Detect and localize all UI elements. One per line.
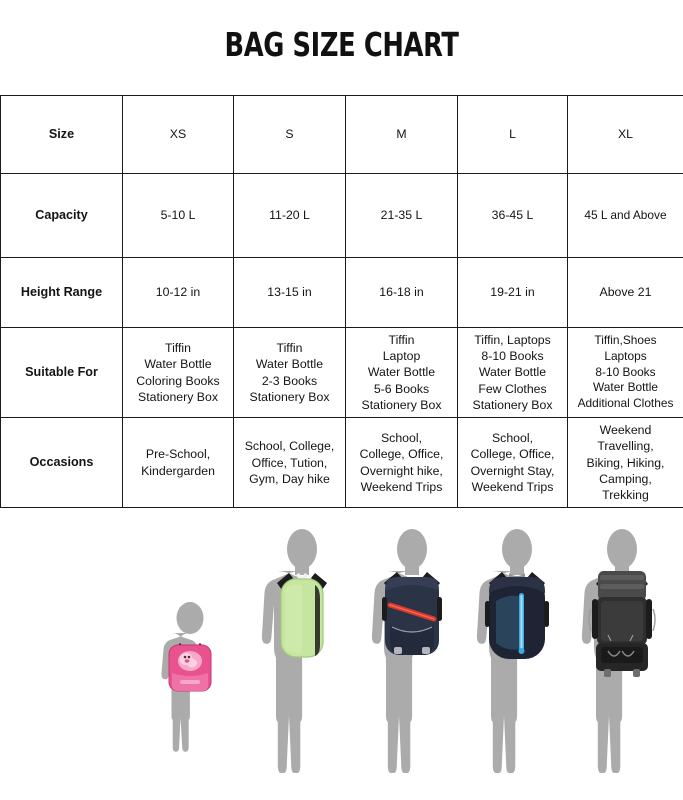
cell-text-line: Weekend Trips: [471, 479, 554, 494]
cell-text-line: Water Bottle: [593, 380, 658, 395]
figure-l-adult: [473, 527, 561, 778]
cell-text-line: Stationery Box: [472, 397, 553, 412]
cell-suitable-xs: Tiffin Water Bottle Coloring Books Statione…: [122, 326, 234, 419]
cell-text-line: Camping,: [599, 471, 652, 486]
cell-suitable-l: Tiffin, Laptops 8-10 Books Water Bottle Few…: [457, 326, 568, 419]
figure-s-adult: [258, 527, 346, 778]
cell-text-line: School, College,: [244, 439, 335, 454]
cell-text-line: Water Bottle: [255, 357, 324, 372]
cell-capacity-l: 36-45 L: [457, 173, 568, 258]
cell-text-line: 8-10 Books: [481, 349, 544, 364]
size-chart-table: Size XS S M L XL Capacity 5-10 L 11-20 L…: [0, 95, 683, 509]
cell-text-line: College, Office,: [359, 447, 444, 462]
cell-text-line: Biking, Hiking,: [586, 455, 665, 470]
cell-text-line: Overnight hike,: [360, 463, 443, 478]
bag-m-navy-red-zip: [382, 577, 442, 655]
cell-height-s: 13-15 in: [233, 257, 346, 328]
cell-text-line: Kindergarden: [141, 463, 215, 478]
cell-text-line: 2-3 Books: [261, 373, 318, 388]
cell-capacity-xs: 5-10 L: [122, 173, 234, 258]
cell-suitable-xl: Tiffin,Shoes Laptops 8-10 Books Water Bottl…: [567, 326, 683, 419]
figure-illustrations: [0, 520, 683, 800]
figure-xs-child: [155, 601, 225, 778]
bag-xs-peppa-pig: [168, 644, 212, 692]
cell-text-line: Trekking: [602, 487, 649, 502]
figure-s-svg: [261, 529, 327, 774]
cell-occasions-s: School, College, Office, Tution, Gym, Day …: [233, 417, 346, 509]
cell-size-l: L: [457, 95, 568, 174]
cell-text-line: Stationery Box: [249, 389, 330, 404]
cell-text-line: School,: [380, 431, 423, 446]
bag-s-green-daypack: [280, 578, 324, 658]
cell-capacity-xl: 45 L and Above: [567, 173, 683, 258]
cell-size-s: S: [233, 95, 346, 174]
cell-text-line: Laptop: [382, 349, 421, 364]
figure-l-svg: [476, 529, 549, 774]
figure-xl-adult: [578, 527, 666, 778]
table-row-capacity: Capacity 5-10 L 11-20 L 21-35 L 36-45 L …: [0, 173, 683, 258]
table-row-size: Size XS S M L XL: [0, 95, 683, 174]
cell-text-line: Tiffin: [388, 333, 415, 347]
cell-occasions-xl: Weekend Travelling, Biking, Hiking, Camping…: [567, 417, 683, 509]
cell-text-line: 5-6 Books: [373, 381, 430, 396]
row-label-capacity: Capacity: [0, 173, 123, 258]
cell-height-xs: 10-12 in: [122, 257, 234, 328]
cell-text-line: Travelling,: [597, 439, 654, 454]
cell-suitable-m: Tiffin Laptop Water Bottle 5-6 Books Station…: [345, 326, 458, 419]
cell-text-line: Water Bottle: [367, 365, 436, 380]
figure-xl-svg: [581, 529, 656, 774]
table-row-suitable-for: Suitable For Tiffin Water Bottle Coloring …: [0, 326, 683, 419]
cell-text-line: School,: [491, 431, 534, 446]
cell-height-xl: Above 21: [567, 257, 683, 328]
cell-height-m: 16-18 in: [345, 257, 458, 328]
cell-text-line: Overnight Stay,: [470, 463, 555, 478]
cell-text-line: Water Bottle: [144, 357, 212, 372]
cell-suitable-s: Tiffin Water Bottle 2-3 Books Stationery Bo…: [233, 326, 346, 419]
cell-text-line: Office, Tution,: [251, 455, 328, 470]
cell-text-line: Few Clothes: [478, 381, 547, 396]
cell-text-line: Tiffin, Laptops: [474, 333, 551, 347]
cell-text-line: Tiffin,Shoes: [594, 333, 657, 348]
cell-text-line: Tiffin: [276, 341, 303, 356]
cell-size-m: M: [345, 95, 458, 174]
cell-size-xs: XS: [122, 95, 234, 174]
cell-text-line: Coloring Books: [136, 373, 220, 388]
table-row-height-range: Height Range 10-12 in 13-15 in 16-18 in …: [0, 257, 683, 328]
row-label-suitable-for: Suitable For: [0, 326, 123, 419]
bag-l-navy-blue-zip: [485, 577, 549, 659]
cell-capacity-s: 11-20 L: [233, 173, 346, 258]
cell-height-l: 19-21 in: [457, 257, 568, 328]
row-label-occasions: Occasions: [0, 417, 123, 509]
cell-text-line: Weekend: [599, 423, 652, 438]
cell-occasions-l: School, College, Office, Overnight Stay, We…: [457, 417, 568, 509]
cell-text-line: Weekend Trips: [360, 479, 443, 494]
figure-m-svg: [371, 529, 442, 774]
cell-occasions-m: School, College, Office, Overnight hike, We…: [345, 417, 458, 509]
cell-text-line: 8-10 Books: [595, 364, 656, 379]
row-label-size: Size: [0, 95, 123, 174]
row-label-height-range: Height Range: [0, 257, 123, 328]
page-title: BAG SIZE CHART: [224, 25, 459, 64]
cell-text-line: Water Bottle: [478, 365, 547, 380]
cell-text-line: Additional Clothes: [577, 396, 674, 411]
cell-text-line: College, Office,: [470, 447, 555, 462]
cell-size-xl: XL: [567, 95, 683, 174]
figure-xs-svg: [161, 602, 212, 752]
bag-xl-trekking-rucksack: [588, 571, 656, 677]
cell-text-line: Laptops: [604, 348, 647, 363]
cell-text-line: Tiffin: [165, 341, 191, 356]
cell-text-line: Gym, Day hike: [249, 471, 330, 486]
cell-text-line: Stationery Box: [138, 389, 218, 404]
cell-text-line: Stationery Box: [361, 397, 442, 412]
table-row-occasions: Occasions Pre-School, Kindergarden School…: [0, 417, 683, 509]
cell-occasions-xs: Pre-School, Kindergarden: [122, 417, 234, 509]
cell-text-line: Pre-School,: [145, 447, 211, 462]
cell-capacity-m: 21-35 L: [345, 173, 458, 258]
figure-m-adult: [368, 527, 456, 778]
